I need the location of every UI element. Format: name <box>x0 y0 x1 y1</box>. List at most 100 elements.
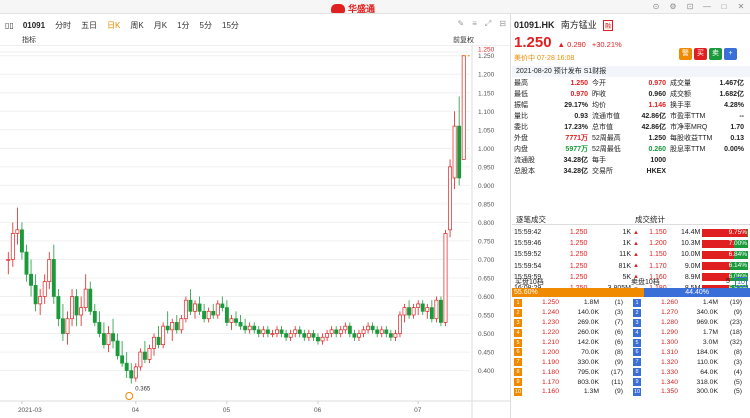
y-tick-label: 0.850 <box>478 201 495 208</box>
volume-share-fill <box>702 262 731 271</box>
earnings-notice[interactable]: 2021-08-20 预计发布 S1财报 <box>512 66 750 77</box>
candle-body <box>329 329 334 334</box>
level-badge: 5 <box>514 338 522 347</box>
draw-icon[interactable]: ✎ <box>457 19 465 28</box>
list-icon[interactable]: ≡ <box>472 19 477 28</box>
sell-button[interactable]: 卖 <box>709 48 722 60</box>
period-tab[interactable]: 1分 <box>177 20 190 30</box>
stats-cell: 委比 17.23% <box>514 122 592 133</box>
stat-volume: 10.3M <box>680 240 701 248</box>
kline-chart[interactable]: 1.250 1.200 1.150 1.100 1.050 1.000 0.950 0.900… <box>0 46 510 418</box>
candle-body <box>88 288 93 312</box>
period-tab[interactable]: 五日 <box>81 20 98 30</box>
candle-body <box>183 299 188 320</box>
stats-cell: 今开 0.970 <box>592 78 670 89</box>
period-tab[interactable]: 周K <box>130 20 144 30</box>
level-volume: 795.0K <box>577 368 599 376</box>
stats-row: 内盘 5977万 52周最低 0.260 股息率TTM 0.00% <box>514 144 748 155</box>
update-time: 美价中 07-28 16:08 <box>514 55 575 62</box>
stats-cell: 52周最低 0.260 <box>592 144 670 155</box>
candle-body <box>379 329 384 334</box>
orderbook: 1 1.250 1.8M (1) 2 1.240 140.0K (3) 3 1.230 269.0K… <box>512 298 750 397</box>
trade-time: 15:59:42 <box>514 229 542 237</box>
indicator-label[interactable]: 指标 <box>22 37 36 44</box>
close-icon[interactable]: ✕ <box>737 2 745 11</box>
period-tab[interactable]: 15分 <box>222 20 239 30</box>
level-badge: 10 <box>514 387 522 396</box>
stat-label: 流通市值 <box>592 113 620 120</box>
stats-cell: 52周最高 1.250 <box>592 133 670 144</box>
candle-body <box>211 310 216 316</box>
stat-value: 0.970 <box>570 91 588 98</box>
levels-10-button[interactable]: 10 <box>735 277 747 287</box>
tab-ticks[interactable]: 逐笔成交 <box>516 215 546 224</box>
trade-row: 15:59:42 1.250 1K ▲ 1.150 14.4M 9.75% <box>514 227 749 238</box>
stat-value: 1.250 <box>648 135 666 142</box>
volume-share-pct: 7.00% <box>728 239 748 247</box>
change-value: 0.290 <box>567 40 586 49</box>
candle-body <box>388 333 393 338</box>
candle-body <box>65 318 70 334</box>
candle-body <box>92 310 97 323</box>
candle-body <box>179 318 184 331</box>
candle-body <box>316 336 320 342</box>
y-tick-label: 1.150 <box>478 90 495 97</box>
add-watchlist-button[interactable]: + <box>724 48 737 60</box>
buy-level-row: 6 1.200 70.0K (8) <box>512 347 631 357</box>
period-tab[interactable]: 5分 <box>199 20 212 30</box>
level-badge: 2 <box>514 308 522 317</box>
alert-button[interactable]: 警 <box>679 48 692 60</box>
minimize-icon[interactable]: — <box>703 2 711 11</box>
level-volume: 70.0K <box>581 348 599 356</box>
period-tab[interactable]: 月K <box>153 20 168 30</box>
stats-cell: 外盘 7771万 <box>514 133 592 144</box>
stats-cell: 最低 0.970 <box>514 89 592 100</box>
period-tab[interactable]: 分时 <box>55 20 72 30</box>
level-volume: 260.0K <box>577 329 599 337</box>
margin-badge: 融 <box>603 20 614 31</box>
candle-body <box>393 333 398 338</box>
sell-book: 1 1.260 1.4M (19) 2 1.270 340.0K (9) 3 1.280 969.0… <box>631 298 750 397</box>
pin-icon[interactable]: ⊡ <box>686 2 694 11</box>
layout-icon[interactable]: ▯▯ <box>5 20 14 30</box>
volume-share-pct: 6.14% <box>728 262 748 270</box>
kline-svg[interactable]: 1.250 1.200 1.150 1.100 1.050 1.000 0.950 0.900… <box>0 46 510 418</box>
stat-value: 1.146 <box>648 102 666 109</box>
candle-body <box>461 55 466 160</box>
stat-label: 总市值 <box>592 124 613 131</box>
level-volume: 142.0K <box>577 339 599 346</box>
volume-share-pct: 9.75% <box>728 228 748 236</box>
period-tab[interactable]: 日K <box>107 20 121 30</box>
candle-body <box>284 333 289 338</box>
fullscreen-icon[interactable]: ⤢ <box>484 19 492 28</box>
period-tabs: 分时 五日 日K 周K 月K 1分 5分 15分 <box>50 20 244 31</box>
level-badge: 6 <box>633 348 641 357</box>
buy-level-row: 10 1.160 1.3M (9) <box>512 387 631 397</box>
stat-label: 52周最低 <box>592 146 621 153</box>
levels-5-button[interactable]: 5 <box>726 278 730 285</box>
stat-value: 1.682亿 <box>719 91 744 98</box>
maximize-icon[interactable]: □ <box>721 2 727 11</box>
high-price-label: 1.250 <box>478 47 495 54</box>
sell-ratio: 44.40% <box>685 289 710 296</box>
adjust-label[interactable]: 前复权 <box>453 37 474 44</box>
stat-value: 34.28亿 <box>563 157 588 164</box>
candle-body <box>33 285 38 305</box>
lock-icon[interactable]: ⊙ <box>652 2 660 11</box>
stats-row: 量比 0.93 流通市值 42.86亿 市盈率TTM -- <box>514 111 748 122</box>
buy-button[interactable]: 买 <box>694 48 707 60</box>
trade-time: 15:59:54 <box>514 262 542 270</box>
trade-time: 15:59:46 <box>514 240 542 248</box>
candle-body <box>74 296 79 316</box>
stat-value: -- <box>739 113 744 120</box>
tab-trade-stats[interactable]: 成交统计 <box>635 215 665 224</box>
stat-value: 0.00% <box>724 146 744 153</box>
chart-toolbar: ▯▯ 01091 分时 五日 日K 周K 月K 1分 5分 15分 ✎ ≡ ⤢ ⊟ <box>0 16 510 34</box>
stats-cell: 振幅 29.17% <box>514 100 592 111</box>
level-volume: 184.0K <box>696 348 718 356</box>
stats-cell: 换手率 4.28% <box>670 100 748 111</box>
stat-value: 5977万 <box>565 146 588 153</box>
popout-icon[interactable]: ⊟ <box>499 19 506 28</box>
stats-row: 总股本 34.28亿 交易所 HKEX <box>514 166 748 177</box>
settings-icon[interactable]: ⚙ <box>669 2 677 11</box>
